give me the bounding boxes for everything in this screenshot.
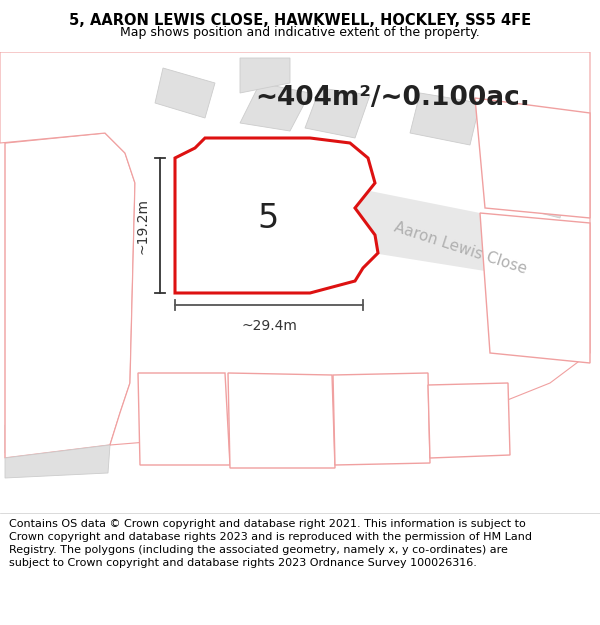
Polygon shape	[5, 422, 90, 453]
Polygon shape	[240, 58, 290, 93]
Polygon shape	[510, 258, 585, 328]
Polygon shape	[5, 133, 135, 458]
Text: Map shows position and indicative extent of the property.: Map shows position and indicative extent…	[120, 26, 480, 39]
Polygon shape	[300, 183, 580, 283]
Polygon shape	[5, 445, 110, 478]
Polygon shape	[475, 98, 590, 218]
Text: Contains OS data © Crown copyright and database right 2021. This information is : Contains OS data © Crown copyright and d…	[9, 519, 532, 568]
Polygon shape	[155, 413, 228, 458]
Polygon shape	[230, 163, 278, 193]
Text: ~19.2m: ~19.2m	[136, 198, 150, 254]
Polygon shape	[240, 419, 312, 465]
Polygon shape	[15, 257, 100, 288]
Polygon shape	[138, 373, 230, 465]
Polygon shape	[500, 153, 570, 218]
Text: ~29.4m: ~29.4m	[241, 319, 297, 333]
Polygon shape	[9, 356, 94, 387]
Polygon shape	[240, 83, 310, 131]
Polygon shape	[175, 138, 378, 293]
Polygon shape	[255, 378, 310, 418]
Text: Aaron Lewis Close: Aaron Lewis Close	[392, 219, 528, 277]
Polygon shape	[428, 408, 490, 448]
Polygon shape	[333, 373, 430, 465]
Polygon shape	[410, 93, 480, 145]
Text: 5, AARON LEWIS CLOSE, HAWKWELL, HOCKLEY, SS5 4FE: 5, AARON LEWIS CLOSE, HAWKWELL, HOCKLEY,…	[69, 13, 531, 28]
Polygon shape	[490, 103, 555, 155]
Polygon shape	[17, 224, 102, 255]
Polygon shape	[328, 418, 420, 458]
Text: ~404m²/~0.100ac.: ~404m²/~0.100ac.	[255, 85, 530, 111]
Polygon shape	[11, 323, 96, 354]
Polygon shape	[480, 213, 590, 363]
Polygon shape	[7, 389, 92, 420]
Text: 5: 5	[257, 201, 278, 234]
Polygon shape	[155, 68, 215, 118]
Polygon shape	[5, 81, 80, 118]
Polygon shape	[0, 52, 590, 445]
Polygon shape	[305, 88, 370, 138]
Polygon shape	[228, 373, 335, 468]
Polygon shape	[13, 290, 98, 321]
Polygon shape	[230, 203, 285, 248]
Polygon shape	[19, 191, 104, 222]
Polygon shape	[428, 383, 510, 458]
